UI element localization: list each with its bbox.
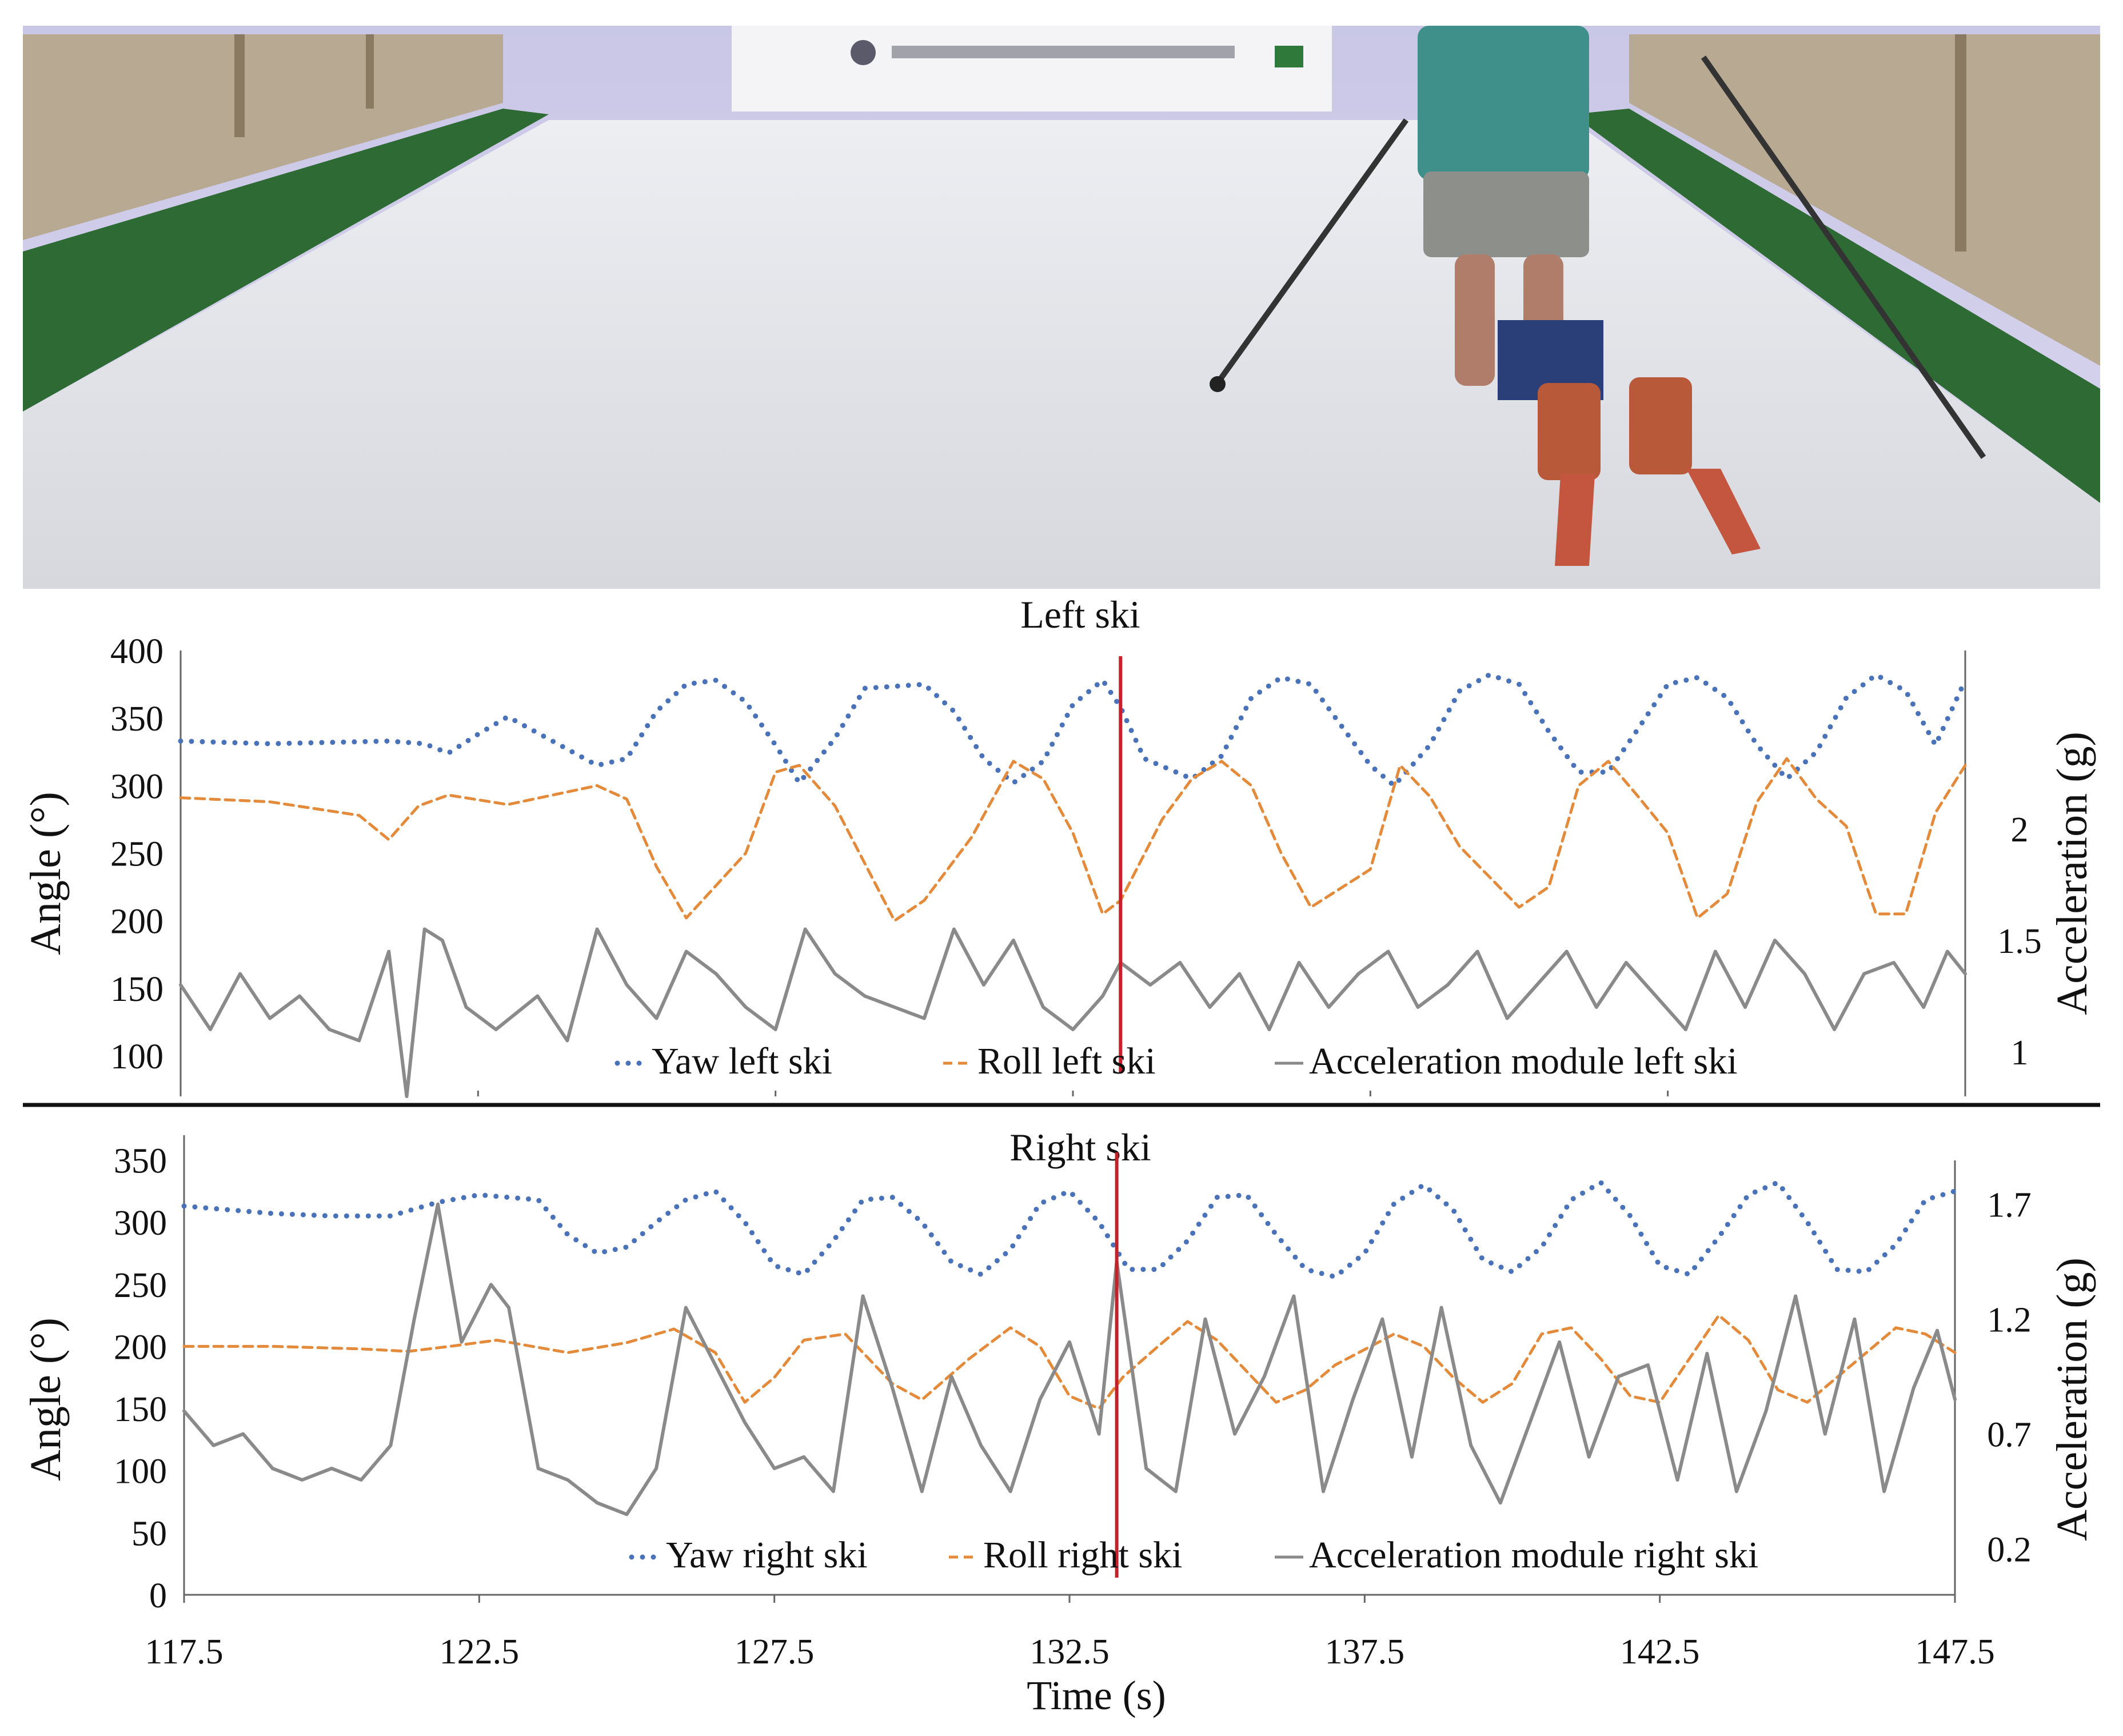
left-ski-legend-label: Acceleration module left ski xyxy=(1309,1040,1738,1082)
right-ski-y2-tick-label: 1.7 xyxy=(1987,1186,2032,1225)
left-ski-y2label: Acceleration (g) xyxy=(2048,732,2096,1015)
right-ski-legend: Yaw right ski Roll right ski Acceleration … xyxy=(629,1534,1758,1576)
right-ski-x-tick-label: 117.5 xyxy=(145,1633,223,1671)
right-ski-y2-tick-label: 1.2 xyxy=(1987,1301,2032,1340)
left-ski-series-roll-line xyxy=(179,757,1967,923)
left-ski-series xyxy=(178,672,1968,1098)
left-ski-y-tick-label: 400 xyxy=(110,632,163,671)
right-ski-y-tick-label: 350 xyxy=(114,1142,167,1180)
right-ski-y-tick-label: 0 xyxy=(149,1577,167,1615)
right-ski-y2label: Acceleration (g) xyxy=(2048,1258,2096,1541)
left-ski-y-tick-label: 100 xyxy=(110,1037,163,1076)
right-ski-y-tick-label: 50 xyxy=(131,1514,167,1553)
left-ski-y-tick-label: 150 xyxy=(110,970,163,1009)
right-ski-legend-label: Yaw right ski xyxy=(666,1534,868,1576)
right-ski-x-ticks: 117.5 122.5 127.5 132.5 137.5 142.5 147.5 xyxy=(145,1595,1995,1671)
right-ski-series-roll-line xyxy=(182,1314,1957,1410)
right-ski-series-acceleration-line xyxy=(182,1202,1957,1516)
right-ski-y2-ticks: 0.2 0.7 1.2 1.7 xyxy=(1987,1186,2032,1570)
left-ski-y-tick-label: 300 xyxy=(110,767,163,806)
right-ski-y-tick-label: 100 xyxy=(114,1452,167,1491)
left-ski-legend-label: Yaw left ski xyxy=(652,1040,832,1082)
right-ski-series xyxy=(181,1180,1958,1516)
left-ski-series-acceleration-line xyxy=(179,927,1967,1098)
photo-illustration xyxy=(23,26,2100,589)
left-ski-panel: Left ski Angle (°) Acceleration (g) 1001… xyxy=(22,593,2096,1098)
right-ski-x-tick-label: 147.5 xyxy=(1915,1633,1995,1671)
right-ski-title: Right ski xyxy=(1009,1126,1151,1169)
right-ski-xlabel: Time (s) xyxy=(1027,1673,1166,1718)
left-ski-legend: Yaw left ski Roll left ski Acceleration mo… xyxy=(614,1040,1738,1082)
right-ski-y-ticks: 0 50 100 150 200 250 300 350 xyxy=(114,1142,167,1615)
right-ski-legend-label: Roll right ski xyxy=(983,1534,1182,1576)
left-ski-x-tick-marks xyxy=(179,1091,1966,1096)
ski-kinematics-chart: Left ski Angle (°) Acceleration (g) 1001… xyxy=(22,593,2100,1718)
right-ski-series-yaw-line xyxy=(181,1180,1958,1280)
left-ski-y2-tick-label: 2 xyxy=(2011,811,2029,849)
ski-simulator-photo xyxy=(0,0,2123,589)
right-ski-y2-tick-label: 0.7 xyxy=(1987,1416,2032,1455)
left-ski-ylabel: Angle (°) xyxy=(22,792,70,955)
right-ski-x-tick-label: 127.5 xyxy=(735,1633,815,1671)
right-ski-x-tick-label: 132.5 xyxy=(1029,1633,1110,1671)
right-ski-y-tick-label: 150 xyxy=(114,1390,167,1429)
right-ski-ylabel: Angle (°) xyxy=(22,1318,70,1481)
left-ski-y-tick-label: 250 xyxy=(110,835,163,874)
right-ski-y-tick-label: 250 xyxy=(114,1266,167,1305)
right-ski-legend-label: Acceleration module right ski xyxy=(1309,1534,1758,1576)
right-ski-x-tick-label: 142.5 xyxy=(1620,1633,1700,1671)
right-ski-y2-tick-label: 0.2 xyxy=(1987,1531,2032,1570)
right-ski-x-tick-label: 137.5 xyxy=(1325,1633,1405,1671)
left-ski-y-ticks: 100 150 200 250 300 350 400 xyxy=(110,632,163,1076)
right-ski-panel: Right ski Angle (°) Acceleration (g) 0 50… xyxy=(22,1126,2096,1718)
right-ski-x-tick-label: 122.5 xyxy=(440,1633,520,1671)
left-ski-y2-tick-label: 1 xyxy=(2011,1033,2029,1072)
left-ski-y-tick-label: 200 xyxy=(110,903,163,941)
left-ski-series-yaw-line xyxy=(178,672,1968,788)
right-ski-y-tick-label: 200 xyxy=(114,1328,167,1367)
left-ski-legend-label: Roll left ski xyxy=(977,1040,1156,1082)
left-ski-y-tick-label: 350 xyxy=(110,700,163,739)
right-ski-y-tick-label: 300 xyxy=(114,1204,167,1243)
left-ski-y2-ticks: 11.52 xyxy=(1997,811,2042,1072)
left-ski-title: Left ski xyxy=(1020,593,1140,636)
left-ski-y2-tick-label: 1.5 xyxy=(1997,922,2042,961)
